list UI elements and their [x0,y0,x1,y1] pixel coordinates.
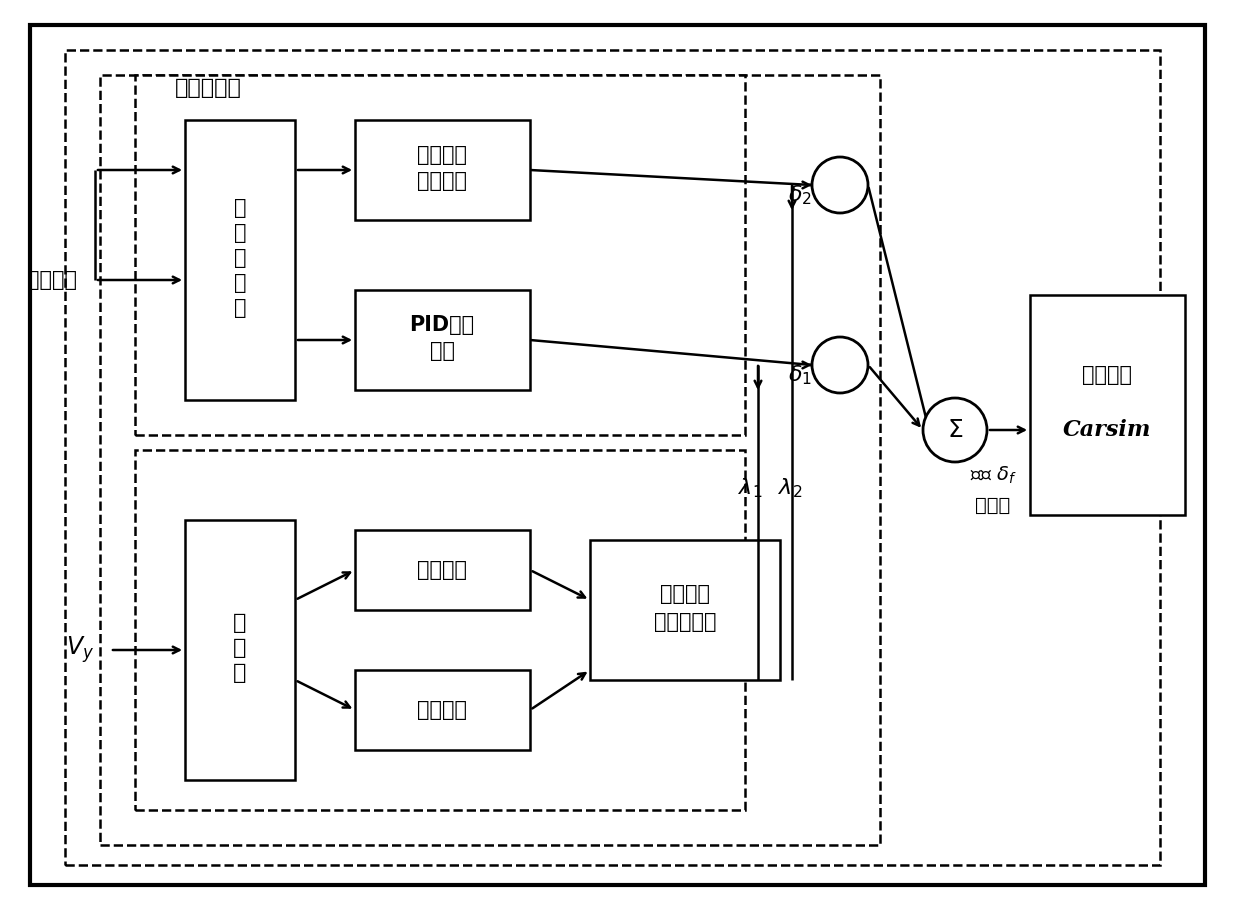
Circle shape [923,398,987,462]
Bar [355,120,529,220]
Text: 横
向
控
制
器: 横 向 控 制 器 [234,198,247,317]
Bar [355,670,529,750]
Text: $\lambda_2$: $\lambda_2$ [777,476,802,500]
Text: 输出 $\delta_f$: 输出 $\delta_f$ [970,464,1017,486]
Text: 目标路径: 目标路径 [27,270,77,290]
Text: $\delta_2$: $\delta_2$ [789,183,812,207]
Bar [100,75,880,845]
Bar [64,50,1159,865]
Bar [1030,295,1185,515]
Text: 模型预测
控制算法: 模型预测 控制算法 [417,145,467,192]
Bar [355,530,529,610]
Text: 低速模式: 低速模式 [417,700,467,720]
Text: Carsim: Carsim [1063,419,1151,441]
Text: 控制器: 控制器 [976,495,1011,514]
Text: $\delta_1$: $\delta_1$ [787,363,812,387]
Bar [185,120,295,400]
Text: Σ: Σ [947,418,963,442]
Bar [590,540,780,680]
Circle shape [812,157,868,213]
Text: $V_y$: $V_y$ [66,635,94,666]
Bar [135,75,745,435]
Text: 切换稳定
模糊控制器: 切换稳定 模糊控制器 [653,584,717,632]
Bar [185,520,295,780]
Bar [135,450,745,810]
Text: PID控制
算法: PID控制 算法 [409,315,475,361]
Text: 混合控制器: 混合控制器 [175,78,242,98]
Text: 车辆模型: 车辆模型 [1083,365,1132,385]
Text: 监
督
器: 监 督 器 [233,613,247,683]
Bar [355,290,529,390]
Text: 高速模式: 高速模式 [417,560,467,580]
Circle shape [812,337,868,393]
Text: $\lambda_1$: $\lambda_1$ [738,476,763,500]
